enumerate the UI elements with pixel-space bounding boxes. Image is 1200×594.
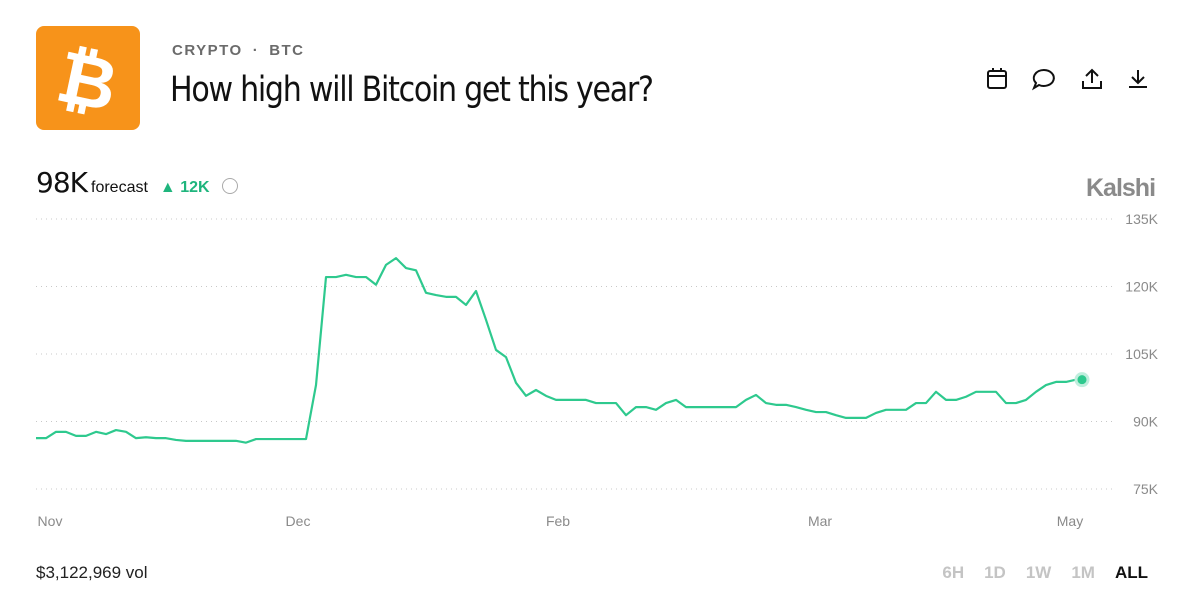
y-tick-label: 105K [1125, 346, 1158, 362]
y-tick-label: 90K [1133, 414, 1159, 430]
price-line [36, 257, 1077, 444]
breadcrumb: CRYPTO · BTC [172, 42, 305, 59]
y-tick-label: 75K [1133, 481, 1159, 497]
bitcoin-logo: ₿ [36, 26, 140, 130]
y-tick-label: 135K [1125, 211, 1158, 227]
range-button[interactable]: 1D [984, 563, 1006, 582]
share-icon[interactable] [1082, 68, 1102, 89]
category[interactable]: CRYPTO [172, 42, 243, 59]
comment-icon[interactable] [1031, 68, 1055, 91]
brand: Kalshi [1086, 174, 1156, 202]
y-tick-label: 120K [1125, 279, 1158, 295]
change-value: 12K [180, 179, 210, 196]
range-selector: 6H 1D 1W 1M ALL [922, 563, 1148, 583]
range-button[interactable]: 6H [942, 563, 965, 582]
bitcoin-icon: ₿ [50, 34, 125, 128]
calendar-icon[interactable] [987, 68, 1007, 89]
chart: 75K 90K 105K 120K 135K Nov Dec Feb Mar May [36, 211, 1159, 529]
forecast: 98K forecast ▲ 12K [36, 166, 238, 199]
change: ▲ 12K [159, 179, 210, 196]
ticker[interactable]: BTC [269, 42, 305, 59]
current-point [1074, 372, 1090, 388]
forecast-label: forecast [91, 179, 148, 196]
volume: $3,122,969 vol [36, 563, 148, 582]
range-button[interactable]: 1M [1071, 563, 1095, 582]
range-button[interactable]: 1W [1025, 563, 1052, 582]
x-tick-label: May [1057, 513, 1083, 529]
info-icon[interactable] [221, 178, 238, 194]
forecast-value: 98K [36, 166, 88, 199]
x-tick-label: Dec [286, 513, 311, 529]
x-tick-label: Mar [808, 513, 832, 529]
download-icon[interactable] [1129, 70, 1147, 88]
x-tick-label: Nov [38, 513, 63, 529]
range-button[interactable]: ALL [1114, 563, 1148, 582]
x-tick-label: Feb [546, 513, 570, 529]
toolbar [987, 68, 1147, 91]
market-title: How high will Bitcoin get this year? [170, 70, 654, 110]
